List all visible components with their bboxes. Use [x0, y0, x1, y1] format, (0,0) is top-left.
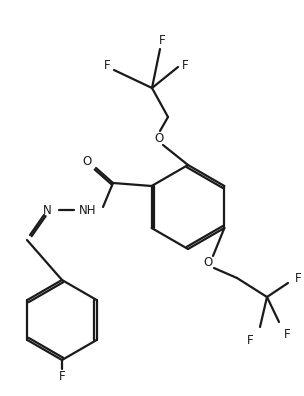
Text: F: F — [104, 59, 110, 72]
Text: F: F — [284, 329, 290, 341]
Text: F: F — [247, 333, 253, 346]
Text: F: F — [295, 272, 301, 284]
Text: F: F — [59, 369, 65, 383]
Text: O: O — [203, 257, 212, 270]
Text: O: O — [154, 131, 164, 145]
Text: NH: NH — [79, 204, 97, 217]
Text: O: O — [82, 154, 92, 168]
Text: F: F — [159, 34, 165, 46]
Text: F: F — [182, 59, 188, 72]
Text: N: N — [43, 204, 51, 217]
